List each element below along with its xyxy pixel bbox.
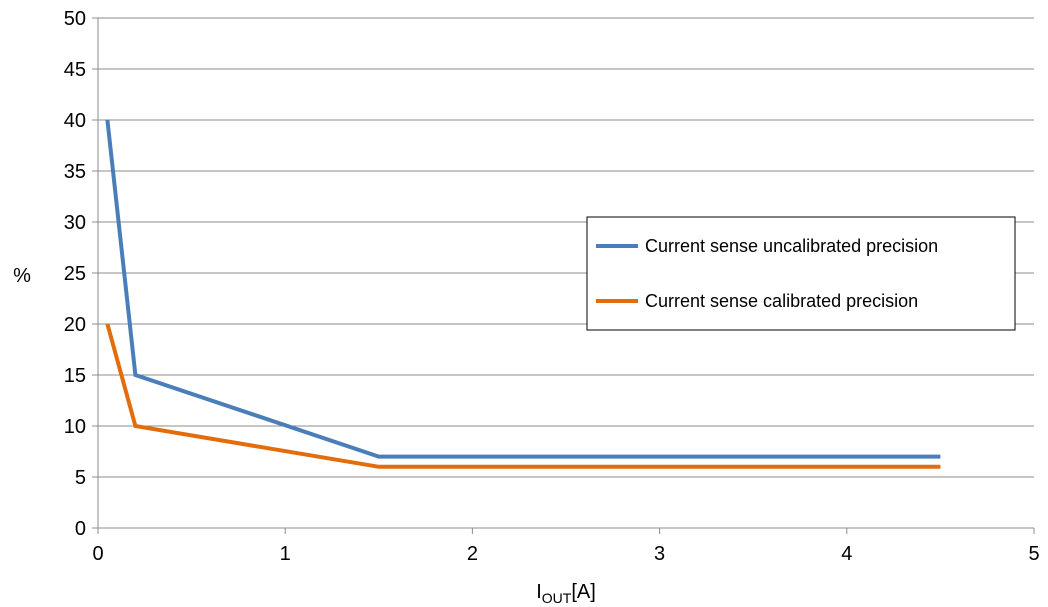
y-tick-labels: 0 5 10 15 20 25 30 35 40 45 50	[64, 8, 86, 540]
y-tick-label-10: 10	[64, 416, 86, 438]
x-axis-label-subscript: OUT	[542, 590, 572, 606]
legend-label-calibrated: Current sense calibrated precision	[645, 291, 918, 311]
series-line-calibrated	[105, 323, 941, 469]
y-tick-label-15: 15	[64, 365, 86, 387]
x-tick-label-3: 3	[654, 543, 665, 565]
legend: Current sense uncalibrated precision Cur…	[586, 216, 1016, 331]
y-tick-label-35: 35	[64, 161, 86, 183]
axes	[92, 17, 1035, 534]
x-axis-label-unit: [A]	[571, 581, 595, 603]
series-lines	[105, 119, 941, 469]
y-tick-label-40: 40	[64, 110, 86, 132]
grid-lines	[98, 17, 1034, 478]
x-axis-label: IOUT[A]	[536, 581, 596, 606]
y-tick-label-25: 25	[64, 263, 86, 285]
series-line-uncalibrated	[105, 119, 941, 459]
y-tick-label-30: 30	[64, 212, 86, 234]
x-tick-label-2: 2	[467, 543, 478, 565]
x-tick-label-0: 0	[92, 543, 103, 565]
x-axis-label-main: I	[536, 581, 542, 603]
y-tick-label-5: 5	[75, 467, 86, 489]
x-tick-label-1: 1	[280, 543, 291, 565]
y-tick-label-20: 20	[64, 314, 86, 336]
legend-label-uncalibrated: Current sense uncalibrated precision	[645, 236, 938, 256]
x-tick-label-5: 5	[1028, 543, 1039, 565]
x-tick-labels: 0 1 2 3 4 5	[92, 543, 1039, 565]
x-tick-label-4: 4	[841, 543, 852, 565]
legend-box	[586, 216, 1016, 331]
y-tick-label-45: 45	[64, 59, 86, 81]
y-tick-label-0: 0	[75, 518, 86, 540]
y-axis-label: %	[13, 265, 31, 287]
y-tick-label-50: 50	[64, 8, 86, 30]
